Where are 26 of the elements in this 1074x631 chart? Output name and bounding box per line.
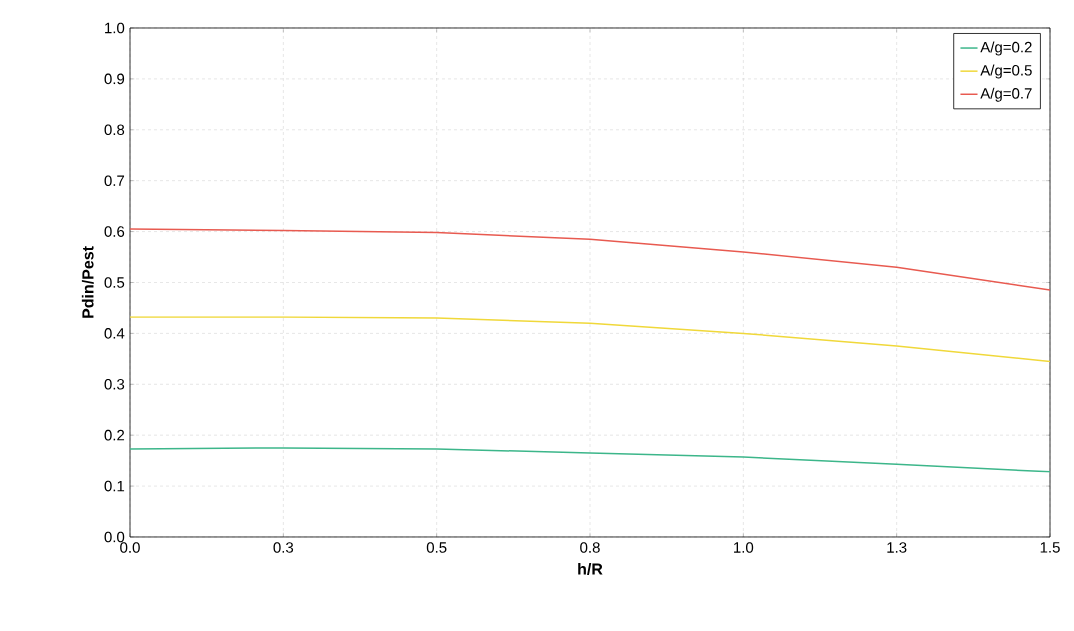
legend-label: A/g=0.2 (980, 41, 1032, 56)
line-series (130, 447, 1050, 473)
y-tick-label: 0.7 (104, 175, 125, 186)
x-tick-label: 1.5 (1040, 542, 1060, 553)
y-tick-label: 0.9 (104, 73, 125, 85)
y-tick-label: 0.4 (104, 328, 125, 339)
line-series (130, 316, 1050, 363)
x-axis-title: h/R (578, 563, 603, 575)
y-axis-title: Pdin/Pest (81, 246, 94, 318)
y-tick-label: 0.8 (104, 124, 125, 136)
y-tick-label: 0.0 (104, 531, 125, 543)
y-tick-label: 0.3 (104, 378, 125, 390)
x-tick-label: 0.8 (580, 542, 600, 553)
legend-label: A/g=0.7 (980, 87, 1032, 102)
y-tick-label: 0.2 (104, 429, 125, 441)
x-tick-label: 1.0 (734, 542, 754, 553)
y-tick-label: 0.5 (104, 277, 125, 288)
y-tick-label: 1.0 (105, 22, 125, 34)
x-tick-label: 1.3 (887, 542, 907, 553)
line-series (130, 228, 1050, 291)
x-tick-label: 0.5 (426, 542, 447, 553)
x-tick-label: 0.0 (120, 542, 140, 553)
y-tick-label: 0.1 (104, 480, 125, 492)
legend-label: A/g=0.5 (980, 64, 1032, 79)
x-tick-label: 0.3 (273, 542, 294, 553)
y-tick-label: 0.6 (104, 226, 125, 237)
